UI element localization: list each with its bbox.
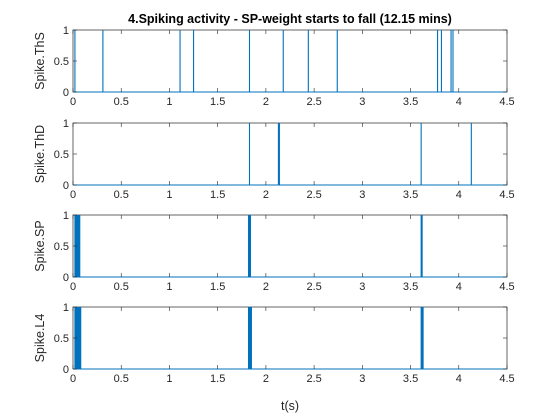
axes-box bbox=[72, 122, 508, 186]
subplot-3: 0 0.5 1 1.5 2 2.5 3 3.5 4 4.5 0 0.5 1 Spike.SP bbox=[33, 210, 515, 293]
subplots: 0 0.5 1 1.5 2 2.5 3 3.5 4 4.5 0 0.5 1 Spike.ThS 0 0.5 1 1… bbox=[33, 25, 515, 385]
spike-series-line bbox=[73, 307, 507, 370]
y-tick-label: 0.5 bbox=[54, 241, 69, 253]
y-tick-label: 1 bbox=[63, 25, 69, 37]
y-tick-label: 0.5 bbox=[54, 56, 69, 68]
x-tick-label: 4 bbox=[456, 373, 462, 385]
subplot-4: 0 0.5 1 1.5 2 2.5 3 3.5 4 4.5 0 0.5 1 Spike.L4 bbox=[33, 302, 515, 385]
y-tick-label: 0 bbox=[63, 87, 69, 99]
x-tick-label: 4 bbox=[456, 281, 462, 293]
spike-series-line bbox=[73, 30, 507, 93]
x-tick-label: 3.5 bbox=[403, 281, 418, 293]
spike-series-line bbox=[73, 215, 507, 278]
x-tick-label: 3 bbox=[359, 281, 365, 293]
x-tick-label: 3.5 bbox=[403, 373, 418, 385]
x-tick-label: 0 bbox=[70, 189, 76, 201]
x-tick-label: 2.5 bbox=[306, 189, 321, 201]
x-tick-label: 0.5 bbox=[114, 189, 129, 201]
y-axis-label: Spike.SP bbox=[33, 220, 47, 271]
x-tick-label: 0 bbox=[70, 96, 76, 108]
x-axis-label: t(s) bbox=[281, 399, 299, 413]
x-tick-label: 1.5 bbox=[210, 96, 225, 108]
subplot-1: 0 0.5 1 1.5 2 2.5 3 3.5 4 4.5 0 0.5 1 Spike.ThS bbox=[33, 25, 515, 108]
y-tick-label: 0 bbox=[63, 272, 69, 284]
y-tick-label: 0 bbox=[63, 364, 69, 376]
x-tick-label: 3.5 bbox=[403, 189, 418, 201]
y-axis-label: Spike.ThD bbox=[33, 125, 47, 183]
x-tick-label: 3.5 bbox=[403, 96, 418, 108]
x-tick-label: 1 bbox=[166, 189, 172, 201]
x-tick-label: 0 bbox=[70, 373, 76, 385]
x-tick-label: 2.5 bbox=[306, 96, 321, 108]
figure-title: 4.Spiking activity - SP-weight starts to… bbox=[128, 12, 452, 26]
x-tick-label: 4.5 bbox=[499, 373, 514, 385]
axes-box bbox=[72, 214, 508, 278]
x-tick-label: 3 bbox=[359, 189, 365, 201]
y-tick-label: 0.5 bbox=[54, 333, 69, 345]
y-tick-label: 0 bbox=[63, 180, 69, 192]
y-axis-label: Spike.ThS bbox=[33, 32, 47, 90]
x-tick-label: 4.5 bbox=[499, 189, 514, 201]
x-tick-label: 2.5 bbox=[306, 373, 321, 385]
x-tick-label: 4.5 bbox=[499, 96, 514, 108]
axes-box bbox=[72, 306, 508, 370]
x-tick-label: 3 bbox=[359, 373, 365, 385]
x-tick-label: 1.5 bbox=[210, 281, 225, 293]
x-tick-label: 2 bbox=[263, 281, 269, 293]
x-tick-label: 1 bbox=[166, 281, 172, 293]
x-tick-label: 1 bbox=[166, 373, 172, 385]
x-tick-label: 4 bbox=[456, 96, 462, 108]
x-tick-label: 4 bbox=[456, 189, 462, 201]
x-tick-label: 2 bbox=[263, 373, 269, 385]
x-tick-label: 0.5 bbox=[114, 96, 129, 108]
x-tick-label: 2.5 bbox=[306, 281, 321, 293]
y-axis-label: Spike.L4 bbox=[33, 314, 47, 363]
y-tick-label: 1 bbox=[63, 210, 69, 222]
x-tick-label: 0.5 bbox=[114, 373, 129, 385]
x-tick-label: 4.5 bbox=[499, 281, 514, 293]
subplot-2: 0 0.5 1 1.5 2 2.5 3 3.5 4 4.5 0 0.5 1 Spike.ThD bbox=[33, 118, 515, 201]
x-tick-label: 3 bbox=[359, 96, 365, 108]
x-tick-label: 1 bbox=[166, 96, 172, 108]
x-tick-label: 0.5 bbox=[114, 281, 129, 293]
y-tick-label: 0.5 bbox=[54, 149, 69, 161]
y-tick-label: 1 bbox=[63, 118, 69, 130]
x-tick-label: 1.5 bbox=[210, 373, 225, 385]
axes-box bbox=[72, 29, 508, 93]
y-tick-label: 1 bbox=[63, 302, 69, 314]
x-tick-label: 0 bbox=[70, 281, 76, 293]
spike-series-line bbox=[73, 123, 507, 186]
x-tick-label: 2 bbox=[263, 96, 269, 108]
x-tick-label: 2 bbox=[263, 189, 269, 201]
x-tick-label: 1.5 bbox=[210, 189, 225, 201]
